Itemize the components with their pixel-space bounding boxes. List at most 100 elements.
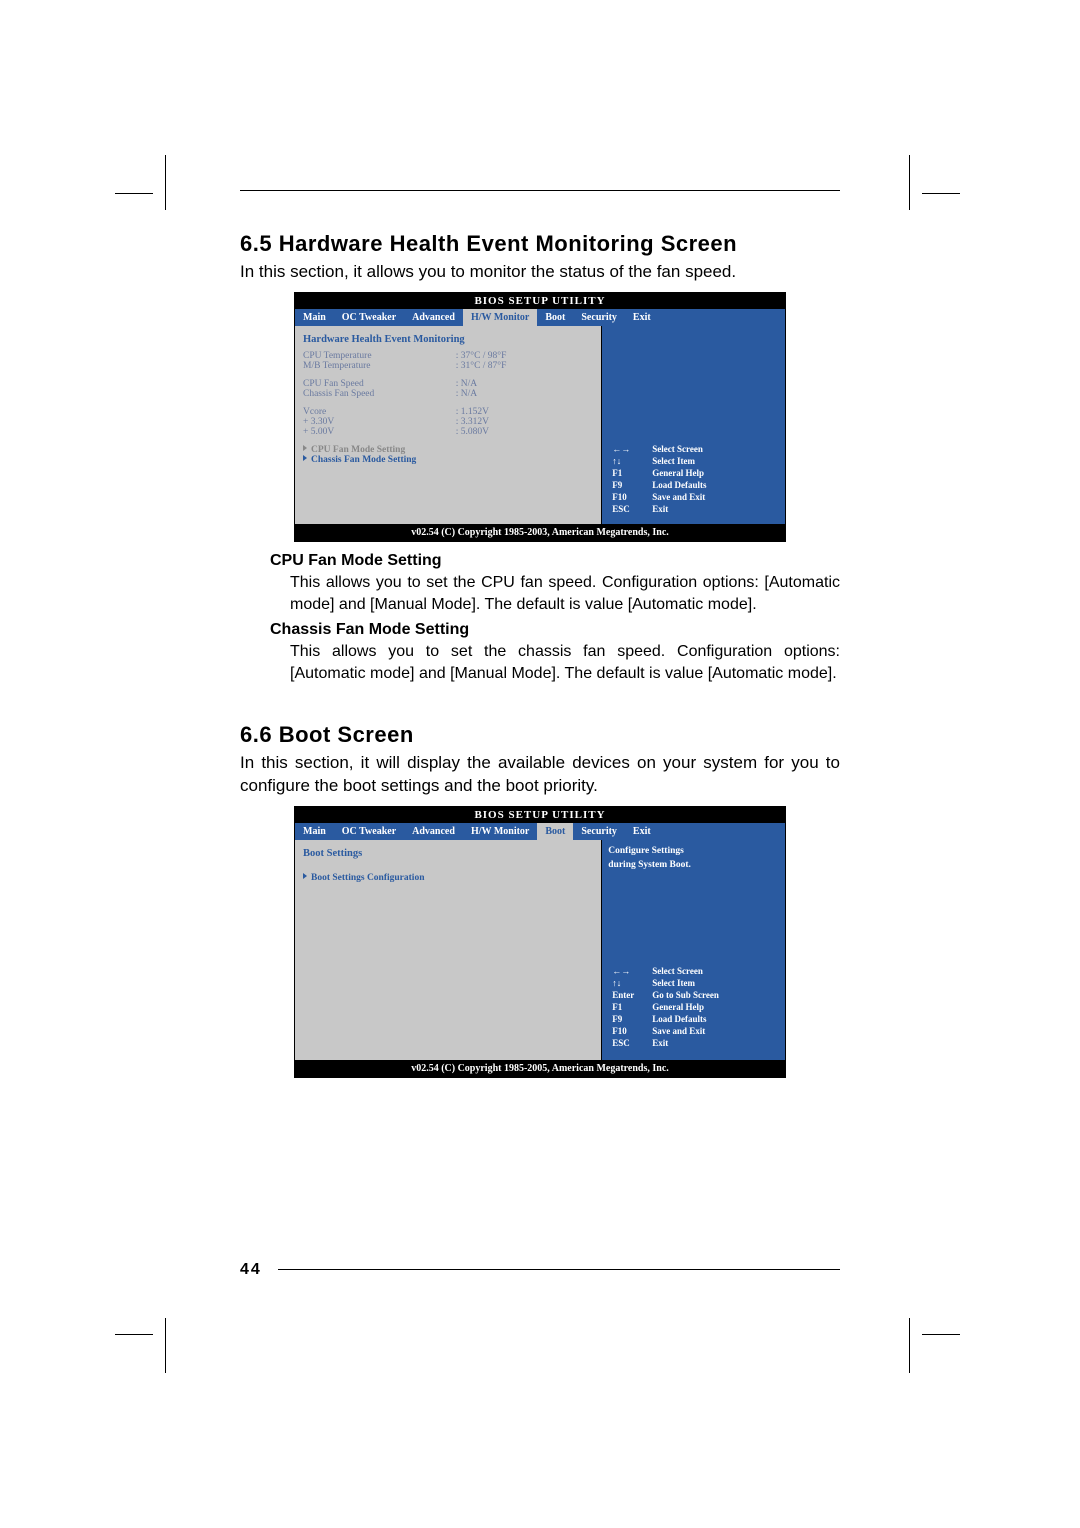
bios-reading-row: CPU Temperature: 37°C / 98°F	[303, 351, 593, 361]
bios2-right-panel: Configure Settings during System Boot. ←…	[602, 840, 785, 1060]
bios-nav-row: ESCExit	[610, 1038, 777, 1048]
bios-nav-action: General Help	[650, 468, 777, 478]
bios-nav-key: ↑↓	[610, 456, 648, 466]
bios-menu-tab[interactable]: H/W Monitor	[463, 823, 537, 840]
bios-nav-action: Exit	[650, 504, 777, 514]
bios1-left-panel: Hardware Health Event Monitoring CPU Tem…	[295, 326, 602, 524]
bios-nav-action: Save and Exit	[650, 1026, 777, 1036]
bios-menu-tab[interactable]: H/W Monitor	[463, 309, 537, 326]
bios-nav-key: F1	[610, 468, 648, 478]
bios-nav-action: Save and Exit	[650, 492, 777, 502]
bios-menu-tab[interactable]: Exit	[625, 309, 659, 326]
bios-nav-action: Exit	[650, 1038, 777, 1048]
chassis-fan-body: This allows you to set the chassis fan s…	[290, 641, 840, 684]
bios-reading-value: : N/A	[456, 389, 594, 399]
bios-nav-action: Select Item	[650, 456, 777, 466]
bios-reading-row: + 3.30V: 3.312V	[303, 417, 593, 427]
bios-reading-label: CPU Fan Speed	[303, 379, 456, 389]
section-6-6-heading: 6.6 Boot Screen	[240, 722, 840, 748]
page: 6.5 Hardware Health Event Monitoring Scr…	[0, 0, 1080, 1528]
bios-nav-action: Select Item	[650, 978, 777, 988]
bios-reading-row: Chassis Fan Speed: N/A	[303, 389, 593, 399]
content: 6.5 Hardware Health Event Monitoring Scr…	[240, 231, 840, 1078]
bios-nav-action: Go to Sub Screen	[650, 990, 777, 1000]
bios-menu-tab[interactable]: Boot	[537, 823, 573, 840]
cpu-fan-heading: CPU Fan Mode Setting	[270, 552, 840, 570]
bios-nav-action: General Help	[650, 1002, 777, 1012]
bios-nav-row: F1General Help	[610, 1002, 777, 1012]
bios-nav-row: F9Load Defaults	[610, 480, 777, 490]
bios-menu-tab[interactable]: Boot	[537, 309, 573, 326]
bottom-rule	[278, 1269, 840, 1270]
bios2-left-panel: Boot Settings Boot Settings Configuratio…	[295, 840, 602, 1060]
bios1-body: Hardware Health Event Monitoring CPU Tem…	[295, 326, 785, 524]
bios-nav-key: F1	[610, 1002, 648, 1012]
section-6-5-intro: In this section, it allows you to monito…	[240, 261, 840, 284]
bios2-panel-title: Boot Settings	[303, 848, 593, 859]
bios1-panel-title: Hardware Health Event Monitoring	[303, 334, 593, 345]
bios-menu-tab[interactable]: OC Tweaker	[334, 823, 404, 840]
bios2-link-boot-config[interactable]: Boot Settings Configuration	[303, 873, 593, 883]
bios-reading-label: M/B Temperature	[303, 361, 456, 371]
bios-nav-key: F10	[610, 492, 648, 502]
bios1-link-cpu-fan[interactable]: CPU Fan Mode Setting	[303, 445, 593, 455]
bios-nav-key: ←→	[610, 966, 648, 976]
bios-nav-action: Select Screen	[650, 444, 777, 454]
bios-reading-value: : 5.080V	[456, 427, 594, 437]
bios-nav-row: ↑↓Select Item	[610, 456, 777, 466]
bios-nav-key: ↑↓	[610, 978, 648, 988]
bios-nav-row: ESCExit	[610, 504, 777, 514]
bios-reading-value: : 1.152V	[456, 407, 594, 417]
bios-hw-monitor: BIOS SETUP UTILITY MainOC TweakerAdvance…	[294, 292, 786, 542]
bios-reading-label: Chassis Fan Speed	[303, 389, 456, 399]
bios1-nav: ←→Select Screen↑↓Select ItemF1General He…	[608, 442, 779, 516]
bios-menu-tab[interactable]: Security	[573, 823, 625, 840]
bios-reading-label: + 3.30V	[303, 417, 456, 427]
bios-reading-label: CPU Temperature	[303, 351, 456, 361]
bios-nav-key: F9	[610, 1014, 648, 1024]
section-6-6-intro: In this section, it will display the ava…	[240, 752, 840, 798]
bios1-footer: v02.54 (C) Copyright 1985-2003, American…	[295, 524, 785, 541]
section-6-5-heading: 6.5 Hardware Health Event Monitoring Scr…	[240, 231, 840, 257]
bios2-desc2: during System Boot.	[608, 860, 779, 870]
bios2-footer: v02.54 (C) Copyright 1985-2005, American…	[295, 1060, 785, 1077]
bios-menu-tab[interactable]: Advanced	[404, 309, 463, 326]
bios-reading-row: + 5.00V: 5.080V	[303, 427, 593, 437]
triangle-icon	[303, 873, 307, 879]
bios-reading-row: Vcore: 1.152V	[303, 407, 593, 417]
bios-reading-label: Vcore	[303, 407, 456, 417]
bios-menu-tab[interactable]: Security	[573, 309, 625, 326]
bios-reading-value: : 31°C / 87°F	[456, 361, 594, 371]
top-rule	[240, 190, 840, 191]
bios-nav-key: ESC	[610, 504, 648, 514]
bios-nav-row: ↑↓Select Item	[610, 978, 777, 988]
bios-nav-row: EnterGo to Sub Screen	[610, 990, 777, 1000]
top-margin	[130, 60, 950, 190]
bios-nav-row: F1General Help	[610, 468, 777, 478]
bios-nav-key: F10	[610, 1026, 648, 1036]
bios-reading-row: M/B Temperature: 31°C / 87°F	[303, 361, 593, 371]
bios-nav-row: ←→Select Screen	[610, 444, 777, 454]
page-number: 44	[240, 1261, 262, 1279]
bios-nav-row: F9Load Defaults	[610, 1014, 777, 1024]
bios2-nav: ←→Select Screen ↑↓Select Item EnterGo to S…	[608, 964, 779, 1050]
bios-nav-key: ←→	[610, 444, 648, 454]
triangle-icon	[303, 445, 307, 451]
cpu-fan-body: This allows you to set the CPU fan speed…	[290, 572, 840, 615]
bios-menu-tab[interactable]: Advanced	[404, 823, 463, 840]
bios2-body: Boot Settings Boot Settings Configuratio…	[295, 840, 785, 1060]
bios-reading-value: : N/A	[456, 379, 594, 389]
bios-menu-tab[interactable]: Exit	[625, 823, 659, 840]
bios-menu-tab[interactable]: Main	[295, 309, 334, 326]
bios-nav-action: Load Defaults	[650, 1014, 777, 1024]
bios2-title: BIOS SETUP UTILITY	[295, 807, 785, 823]
bios-nav-key: F9	[610, 480, 648, 490]
bios1-link-chassis-fan[interactable]: Chassis Fan Mode Setting	[303, 455, 593, 465]
chassis-fan-heading: Chassis Fan Mode Setting	[270, 621, 840, 639]
bios-reading-row: CPU Fan Speed: N/A	[303, 379, 593, 389]
bios1-menu: MainOC TweakerAdvancedH/W MonitorBootSec…	[295, 309, 785, 326]
bios-menu-tab[interactable]: OC Tweaker	[334, 309, 404, 326]
bios-nav-row: ←→Select Screen	[610, 966, 777, 976]
bios-reading-label: + 5.00V	[303, 427, 456, 437]
bios-menu-tab[interactable]: Main	[295, 823, 334, 840]
